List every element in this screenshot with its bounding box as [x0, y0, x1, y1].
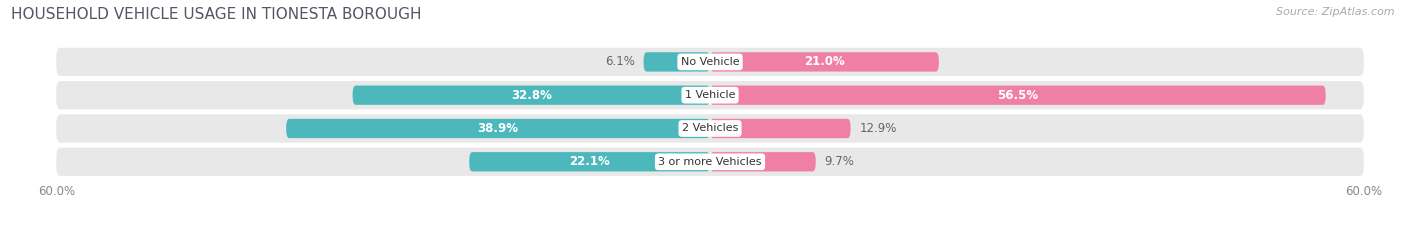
Text: 32.8%: 32.8%: [510, 89, 551, 102]
FancyBboxPatch shape: [56, 114, 1364, 143]
Text: No Vehicle: No Vehicle: [681, 57, 740, 67]
FancyBboxPatch shape: [644, 52, 710, 72]
Text: 1 Vehicle: 1 Vehicle: [685, 90, 735, 100]
FancyBboxPatch shape: [710, 86, 1326, 105]
Text: 9.7%: 9.7%: [824, 155, 855, 168]
Text: 2 Vehicles: 2 Vehicles: [682, 123, 738, 134]
FancyBboxPatch shape: [710, 52, 939, 72]
Text: 12.9%: 12.9%: [859, 122, 897, 135]
FancyBboxPatch shape: [287, 119, 710, 138]
Legend: Owner-occupied, Renter-occupied: Owner-occupied, Renter-occupied: [575, 229, 845, 233]
FancyBboxPatch shape: [353, 86, 710, 105]
Text: 56.5%: 56.5%: [997, 89, 1039, 102]
Text: 38.9%: 38.9%: [478, 122, 519, 135]
Text: 6.1%: 6.1%: [605, 55, 636, 69]
Text: Source: ZipAtlas.com: Source: ZipAtlas.com: [1277, 7, 1395, 17]
FancyBboxPatch shape: [710, 119, 851, 138]
Text: 3 or more Vehicles: 3 or more Vehicles: [658, 157, 762, 167]
Text: HOUSEHOLD VEHICLE USAGE IN TIONESTA BOROUGH: HOUSEHOLD VEHICLE USAGE IN TIONESTA BORO…: [11, 7, 422, 22]
FancyBboxPatch shape: [56, 48, 1364, 76]
Text: 22.1%: 22.1%: [569, 155, 610, 168]
FancyBboxPatch shape: [710, 152, 815, 171]
FancyBboxPatch shape: [56, 81, 1364, 109]
FancyBboxPatch shape: [56, 148, 1364, 176]
FancyBboxPatch shape: [470, 152, 710, 171]
Text: 21.0%: 21.0%: [804, 55, 845, 69]
